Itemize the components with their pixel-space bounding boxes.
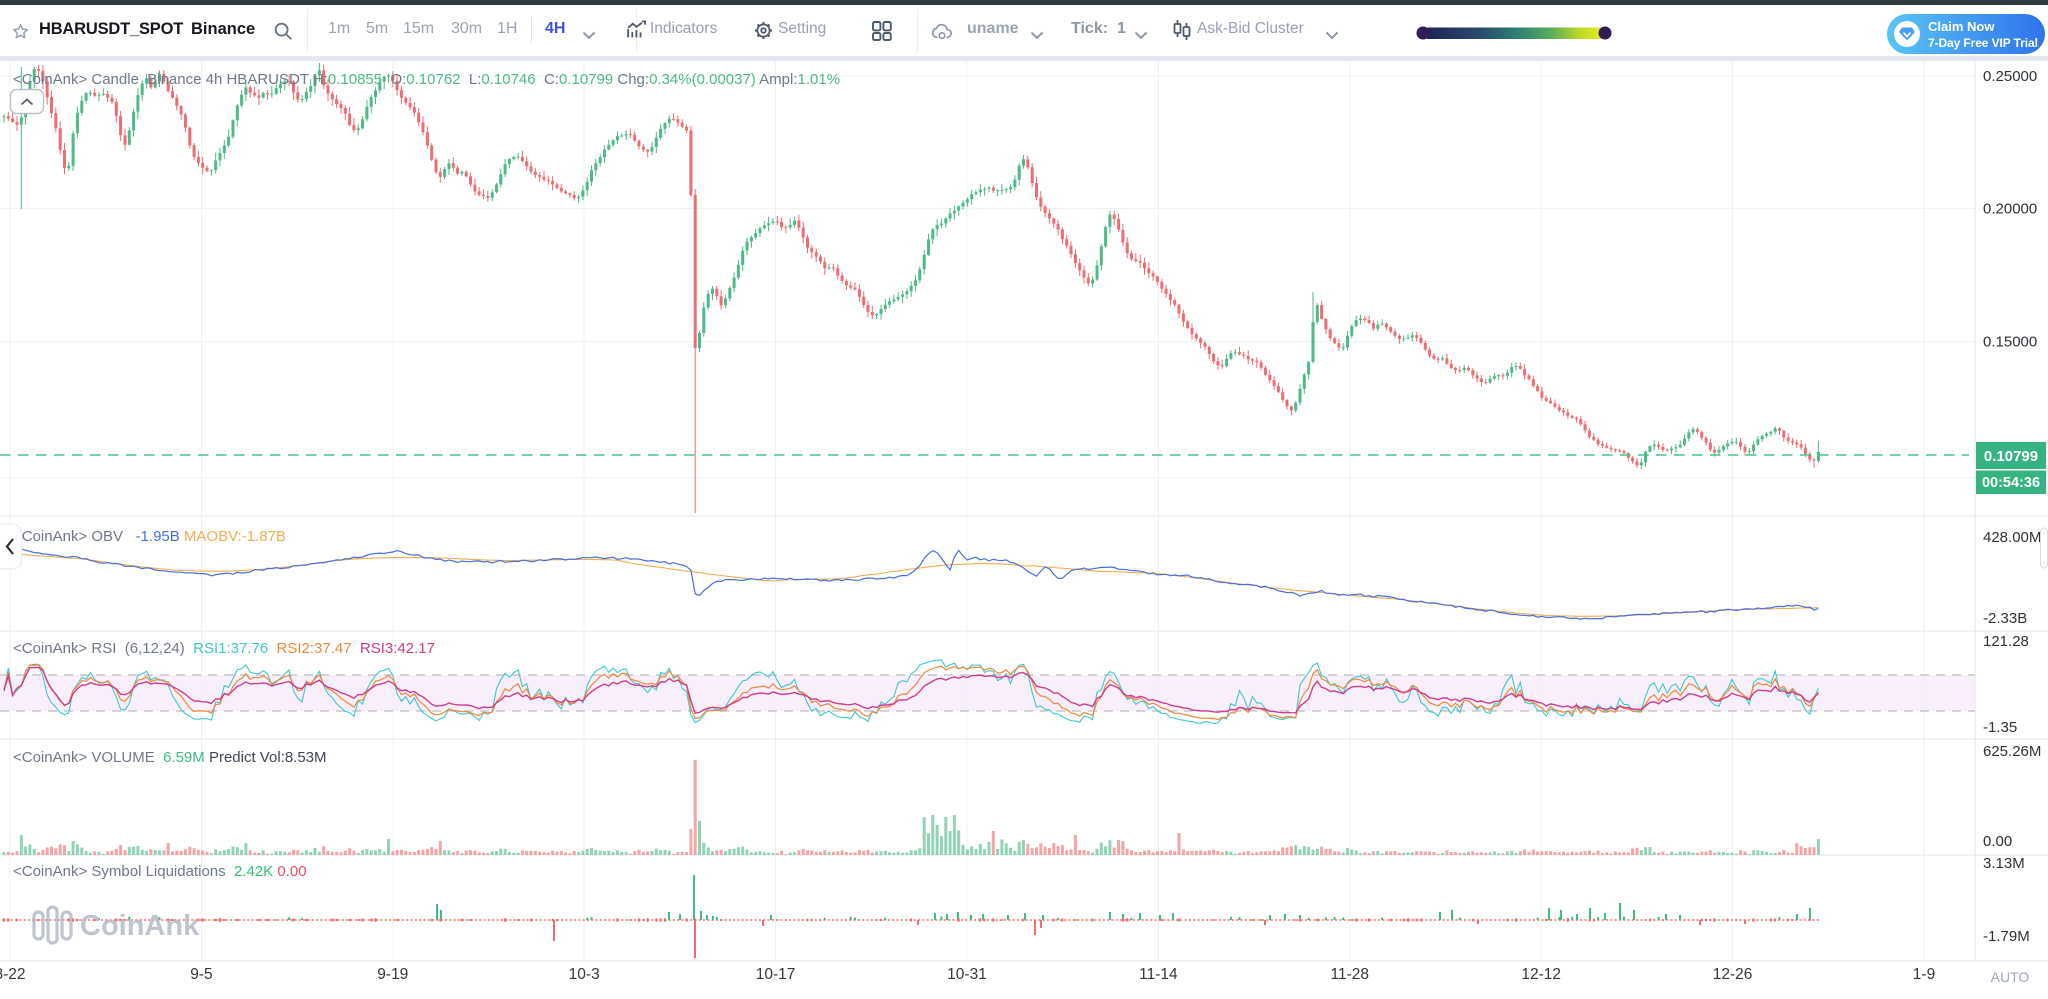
svg-text:625.26M: 625.26M — [1983, 743, 2041, 760]
svg-text:<CoinAnk> VOLUME 6.59M Predic: <CoinAnk> VOLUME 6.59M Predict Vol:8.53M — [13, 749, 327, 766]
svg-text:8-22: 8-22 — [0, 966, 26, 983]
svg-text:1-9: 1-9 — [1913, 966, 1935, 983]
svg-text:0.00: 0.00 — [1983, 833, 2012, 850]
svg-text:9-5: 9-5 — [190, 966, 212, 983]
svg-text:12-12: 12-12 — [1521, 966, 1561, 983]
svg-text:<CoinAnk> OBV -1.95B MAOBV:-: <CoinAnk> OBV -1.95B MAOBV:-1.87B — [13, 528, 286, 545]
svg-text:12-26: 12-26 — [1713, 966, 1753, 983]
svg-text:-2.33B: -2.33B — [1983, 610, 2027, 627]
svg-text:3.13M: 3.13M — [1983, 855, 2025, 872]
svg-text:0.25000: 0.25000 — [1983, 68, 2037, 85]
svg-text:121.28: 121.28 — [1983, 633, 2029, 650]
svg-text:428.00M: 428.00M — [1983, 529, 2041, 546]
svg-text:9-19: 9-19 — [377, 966, 408, 983]
svg-text:<CoinAnk> RSI (6,12,24) RSI1: <CoinAnk> RSI (6,12,24) RSI1:37.76 RSI2:… — [13, 640, 435, 657]
svg-text:10-3: 10-3 — [569, 966, 600, 983]
svg-text:10-31: 10-31 — [947, 966, 987, 983]
svg-text:11-14: 11-14 — [1139, 966, 1178, 983]
svg-text:<CoinAnk> Symbol Liquidations: <CoinAnk> Symbol Liquidations 2.42K 0.00 — [13, 863, 307, 880]
svg-text:CoinAnk: CoinAnk — [80, 910, 200, 942]
svg-text:10-17: 10-17 — [756, 966, 796, 983]
svg-text:0.10799: 0.10799 — [1984, 448, 2038, 465]
svg-text:11-28: 11-28 — [1331, 966, 1370, 983]
svg-text:-1.79M: -1.79M — [1983, 928, 2030, 945]
svg-text:-1.35: -1.35 — [1983, 719, 2017, 736]
svg-text:AUTO: AUTO — [1991, 969, 2030, 985]
svg-text:0.15000: 0.15000 — [1983, 334, 2037, 351]
svg-text:00:54:36: 00:54:36 — [1982, 475, 2040, 491]
svg-text:0.20000: 0.20000 — [1983, 201, 2037, 218]
svg-text:<CoinAnk> Candle Binance 4h H: <CoinAnk> Candle Binance 4h HBARUSDT H:0… — [13, 71, 840, 88]
